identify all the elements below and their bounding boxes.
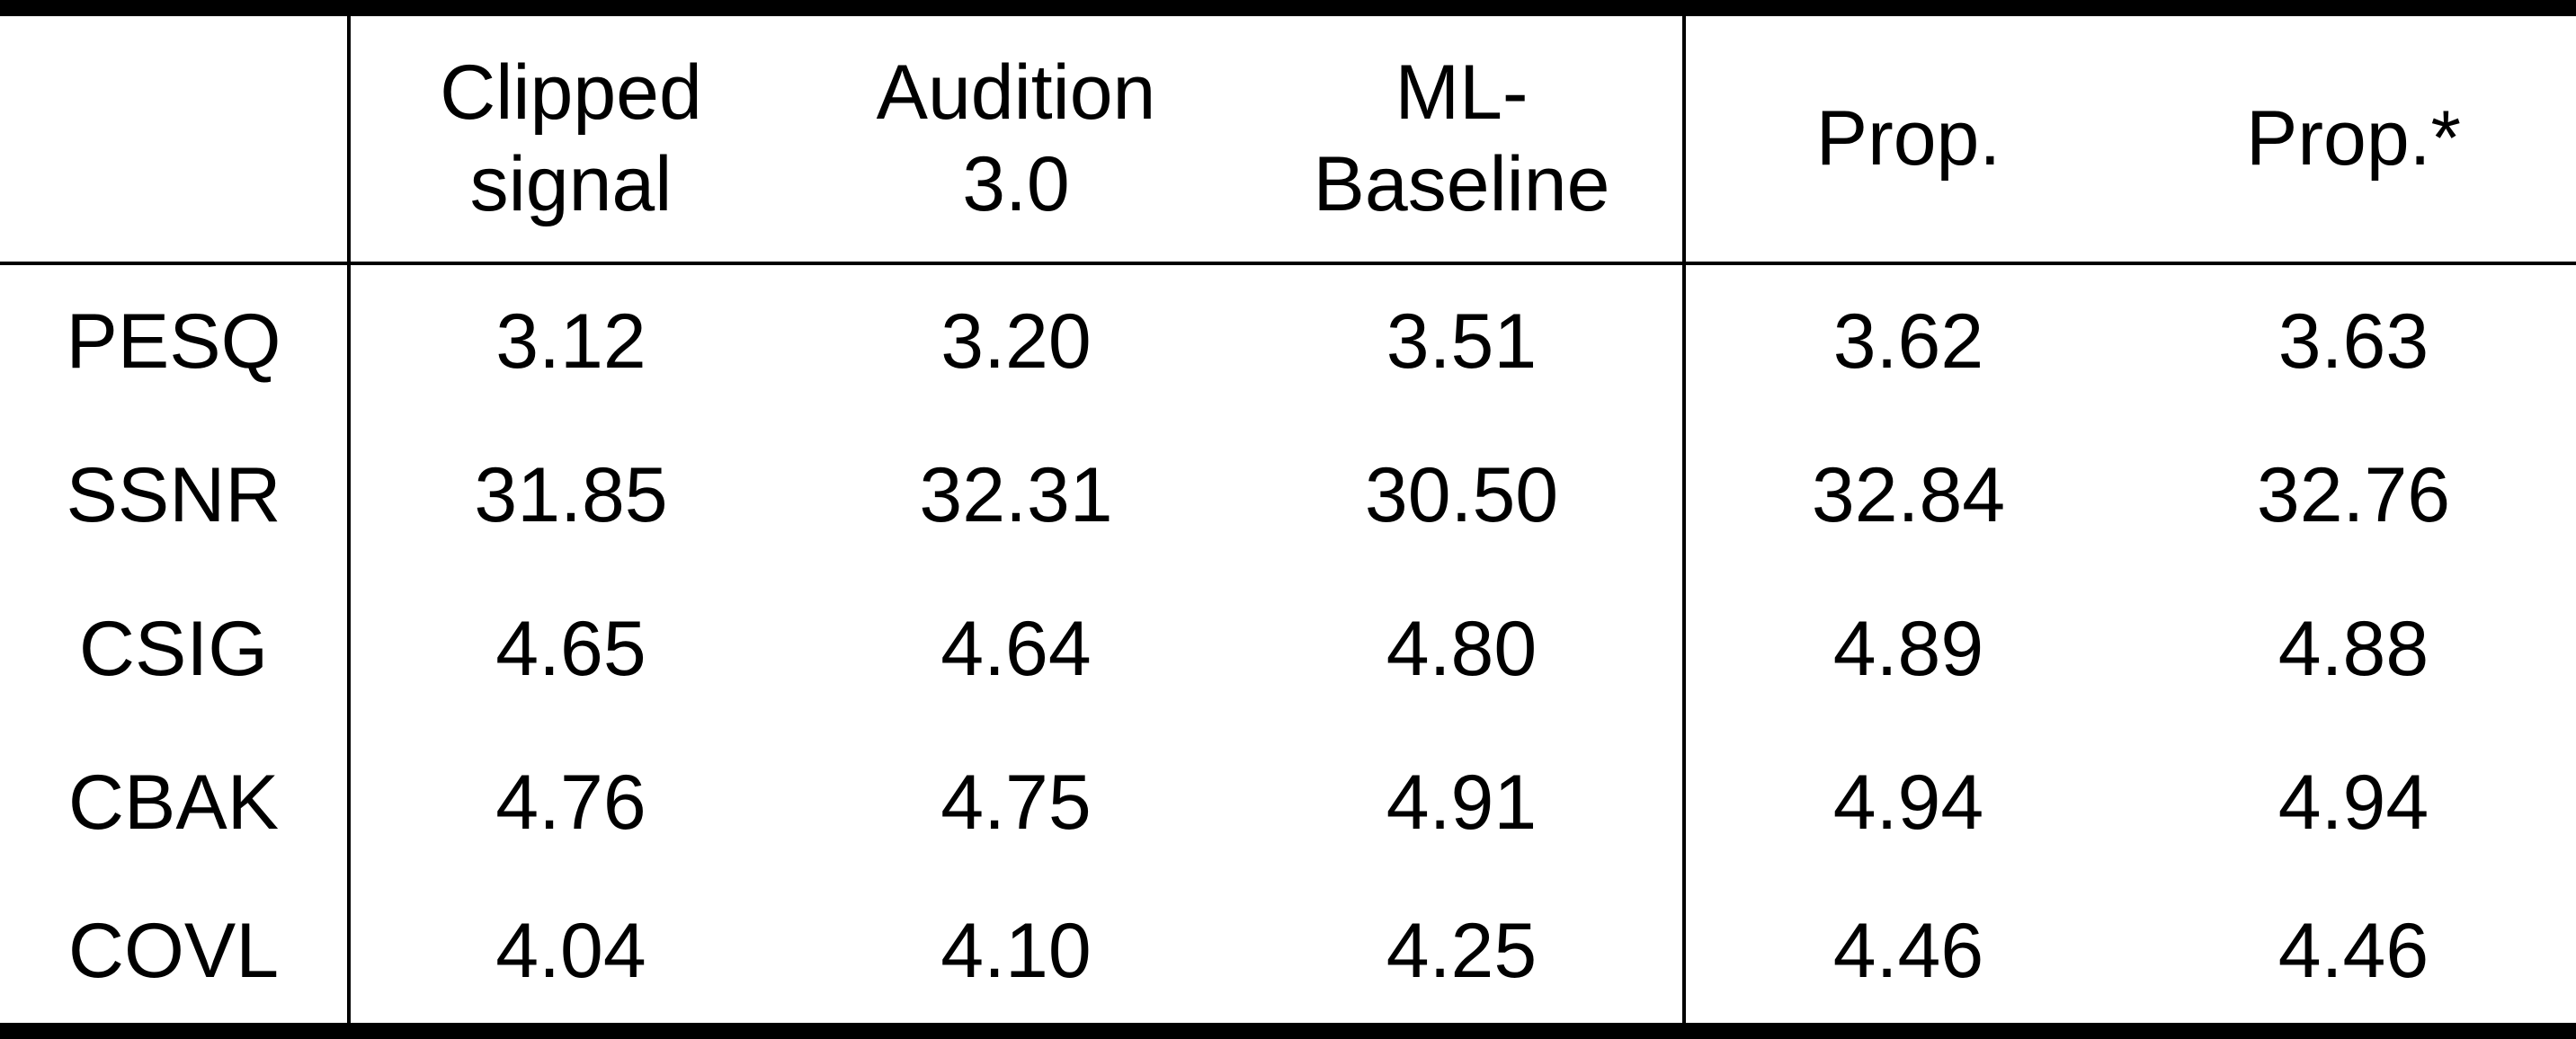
table-cell: 4.04: [495, 907, 646, 994]
header-clipped-signal: Clipped signal: [440, 49, 702, 227]
table-cell: 30.50: [1364, 451, 1559, 538]
header-audition: Audition 3.0: [876, 49, 1156, 227]
header-prop: Prop.: [1815, 94, 2001, 182]
header-rule: [0, 262, 2576, 265]
table-cell: 32.76: [2256, 451, 2451, 538]
table-cell: 32.31: [919, 451, 1113, 538]
table-cell: 3.63: [2277, 297, 2429, 385]
table-cell: 3.51: [1386, 297, 1538, 385]
table-cell: 4.46: [1832, 907, 1984, 994]
table-cell: 4.91: [1386, 759, 1538, 846]
table-cell: 4.94: [1832, 759, 1984, 846]
table-cell: 4.75: [940, 759, 1092, 846]
row-label-pesq: PESQ: [66, 297, 281, 385]
table-cell: 31.85: [474, 451, 668, 538]
proposed-column-divider: [1682, 16, 1686, 1023]
row-label-csig: CSIG: [78, 605, 269, 692]
table-cell: 4.89: [1832, 605, 1984, 692]
table-cell: 4.88: [2277, 605, 2429, 692]
table-cell: 3.62: [1832, 297, 1984, 385]
table-cell: 4.80: [1386, 605, 1538, 692]
table-cell: 4.10: [940, 907, 1092, 994]
table-cell: 4.76: [495, 759, 646, 846]
bottom-rule: [0, 1023, 2576, 1039]
table-cell: 4.94: [2277, 759, 2429, 846]
header-empty-cell: [0, 16, 347, 262]
table-cell: 3.20: [940, 297, 1092, 385]
top-rule: [0, 0, 2576, 16]
header-ml-baseline: ML- Baseline: [1313, 49, 1610, 227]
metric-column-divider: [347, 16, 351, 1023]
row-label-cbak: CBAK: [67, 759, 280, 846]
row-label-covl: COVL: [67, 907, 280, 994]
table-cell: 4.65: [495, 605, 646, 692]
row-label-ssnr: SSNR: [66, 451, 281, 538]
header-prop-star: Prop.*: [2245, 94, 2462, 182]
table-cell: 3.12: [495, 297, 646, 385]
table-cell: 4.64: [940, 605, 1092, 692]
table-cell: 4.46: [2277, 907, 2429, 994]
table-cell: 32.84: [1811, 451, 2006, 538]
table-cell: 4.25: [1386, 907, 1538, 994]
